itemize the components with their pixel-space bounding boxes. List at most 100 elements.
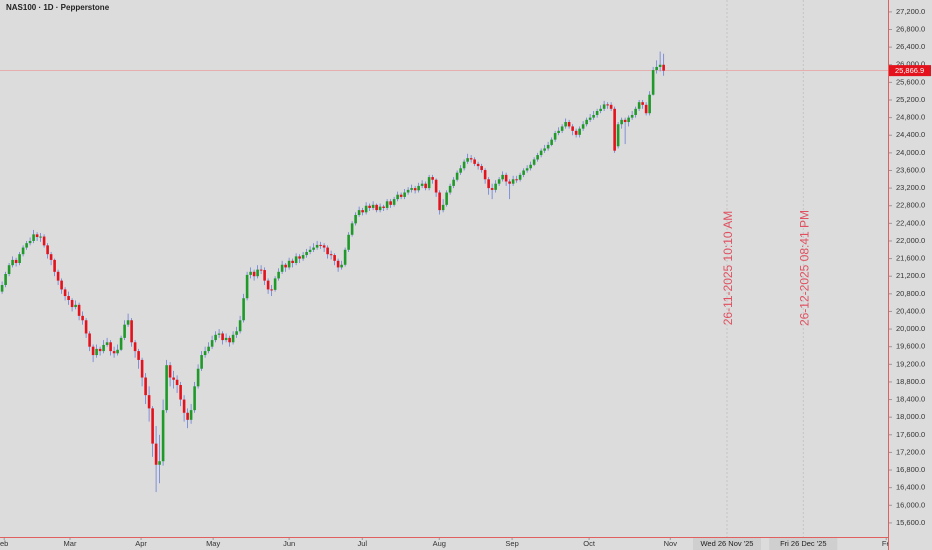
candle-body bbox=[536, 155, 539, 160]
candle-body bbox=[368, 205, 371, 208]
y-tick-label: 20,800.0 bbox=[896, 289, 925, 298]
candle-body bbox=[595, 111, 599, 115]
candle-body bbox=[511, 179, 515, 184]
candle-body bbox=[529, 164, 532, 169]
candle-body bbox=[588, 117, 592, 120]
candle-body bbox=[340, 264, 343, 268]
candle-body bbox=[172, 377, 175, 380]
candle-body bbox=[266, 280, 270, 290]
y-tick-label: 16,800.0 bbox=[896, 465, 925, 474]
candle-body bbox=[221, 333, 224, 341]
candle-body bbox=[585, 119, 588, 125]
y-tick-label: 17,200.0 bbox=[896, 447, 925, 456]
x-tick-label: Jul bbox=[357, 539, 367, 548]
candle-body bbox=[375, 204, 378, 211]
candle-body bbox=[130, 320, 133, 343]
candle-body bbox=[515, 179, 518, 181]
candle-body bbox=[126, 320, 130, 325]
candle-body bbox=[123, 324, 126, 338]
candle-body bbox=[357, 210, 361, 215]
y-tick-label: 18,400.0 bbox=[896, 395, 925, 404]
candle-body bbox=[196, 368, 200, 387]
candle-body bbox=[623, 119, 627, 123]
candle-body bbox=[193, 386, 196, 411]
candle-body bbox=[4, 274, 7, 286]
candle-body bbox=[151, 408, 154, 444]
candle-body bbox=[560, 126, 564, 131]
candle-body bbox=[133, 342, 137, 352]
candle-body bbox=[32, 234, 35, 241]
candle-body bbox=[210, 340, 214, 347]
candle-body bbox=[102, 344, 105, 352]
candle-body bbox=[466, 158, 469, 162]
candle-body bbox=[11, 259, 14, 266]
candle-body bbox=[599, 108, 602, 112]
candle-body bbox=[137, 351, 140, 360]
candle-body bbox=[298, 256, 301, 259]
candle-body bbox=[259, 269, 263, 271]
candle-body bbox=[329, 254, 333, 256]
candle-body bbox=[84, 320, 88, 334]
candle-body bbox=[557, 130, 560, 134]
candle-body bbox=[294, 256, 298, 263]
y-tick-label: 26,000.0 bbox=[896, 60, 925, 69]
candle-body bbox=[28, 240, 32, 244]
x-tick-label: Sep bbox=[505, 539, 518, 548]
candle-body bbox=[662, 64, 665, 71]
candle-body bbox=[284, 264, 287, 268]
candle-body bbox=[553, 133, 557, 140]
candle-body bbox=[567, 122, 571, 127]
candle-body bbox=[361, 210, 364, 213]
price-axis: 15,600.0 16,000.0 16,400.0 16,800.0 17,200.0… bbox=[888, 7, 931, 527]
x-tick-label: May bbox=[206, 539, 220, 548]
candle-body bbox=[504, 174, 508, 182]
candle-body bbox=[637, 102, 641, 109]
y-tick-label: 22,400.0 bbox=[896, 218, 925, 227]
candle-body bbox=[476, 163, 480, 167]
candle-body bbox=[399, 194, 403, 197]
candle-body bbox=[46, 245, 49, 255]
candle-body bbox=[291, 260, 294, 263]
candle-body bbox=[39, 236, 42, 238]
candle-body bbox=[406, 189, 410, 193]
candle-body bbox=[574, 130, 578, 135]
candle-body bbox=[396, 194, 399, 200]
candle-body bbox=[385, 201, 389, 208]
candle-body bbox=[214, 334, 217, 341]
x-tick-label: Nov bbox=[664, 539, 678, 548]
candle-body bbox=[165, 365, 168, 411]
candle-body bbox=[501, 174, 504, 180]
candle-body bbox=[448, 185, 452, 193]
candle-body bbox=[389, 201, 392, 205]
candle-body bbox=[235, 331, 238, 335]
candle-body bbox=[459, 168, 462, 173]
candle-body bbox=[648, 94, 651, 114]
chart-title: NAS100 · 1D · Pepperstone bbox=[6, 3, 110, 12]
y-tick-label: 15,600.0 bbox=[896, 518, 925, 527]
y-tick-label: 16,400.0 bbox=[896, 483, 925, 492]
candle-body bbox=[312, 247, 315, 250]
candle-body bbox=[263, 270, 266, 281]
candle-body bbox=[116, 349, 119, 354]
y-tick-label: 26,400.0 bbox=[896, 42, 925, 51]
candle-body bbox=[277, 271, 280, 279]
candle-body bbox=[242, 298, 245, 321]
candle-body bbox=[525, 168, 529, 171]
y-tick-label: 25,200.0 bbox=[896, 95, 925, 104]
candle-body bbox=[480, 166, 483, 171]
candle-body bbox=[452, 179, 455, 186]
candle-body bbox=[14, 259, 18, 263]
y-tick-label: 22,000.0 bbox=[896, 236, 925, 245]
date-label: Fri 26 Dec '25 bbox=[780, 539, 826, 548]
y-tick-label: 18,800.0 bbox=[896, 377, 925, 386]
candle-body bbox=[490, 188, 494, 190]
candle-body bbox=[508, 181, 511, 184]
candle-body bbox=[140, 359, 144, 378]
y-tick-label: 18,000.0 bbox=[896, 412, 925, 421]
candle-body bbox=[308, 249, 312, 252]
candle-body bbox=[413, 188, 417, 191]
candle-body bbox=[35, 234, 39, 238]
y-tick-label: 24,800.0 bbox=[896, 113, 925, 122]
candle-body bbox=[270, 289, 273, 291]
